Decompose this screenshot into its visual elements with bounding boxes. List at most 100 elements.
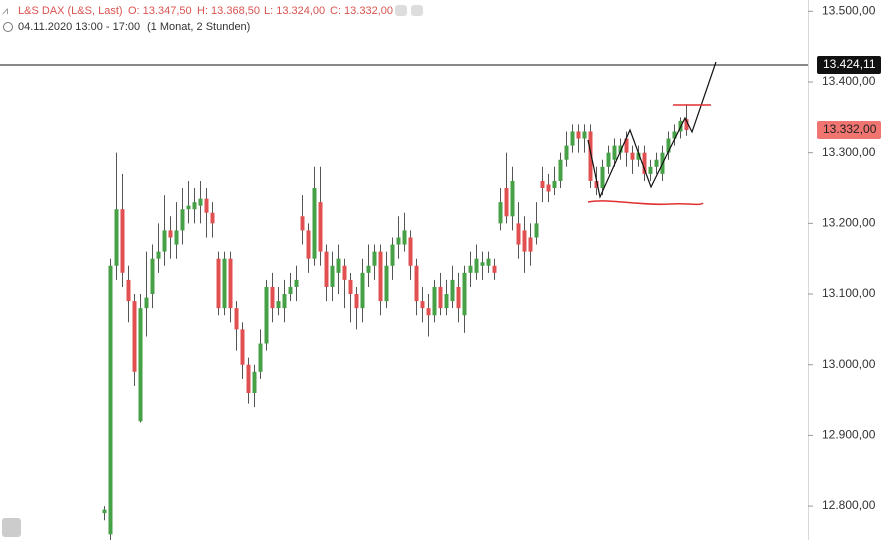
candle-body: [234, 308, 239, 330]
candle-body: [588, 131, 593, 181]
candle-body: [324, 251, 329, 287]
candle-body: [600, 166, 605, 189]
low-value: L: 13.324,00: [264, 5, 325, 17]
last-price-bg: [817, 121, 881, 140]
candle-body: [330, 265, 335, 287]
candle-body: [240, 329, 245, 365]
candle-body: [486, 258, 491, 266]
candle-body: [528, 237, 533, 252]
annotations: [587, 61, 717, 206]
candle-body: [150, 258, 155, 295]
price-label-bg: [817, 55, 881, 74]
candle-body: [294, 279, 299, 287]
y-tick-label: 13.000,00: [822, 357, 876, 371]
y-tick-label: 13.300,00: [822, 145, 876, 159]
candle-body: [132, 301, 137, 372]
candle-body: [534, 223, 539, 238]
candle-body: [354, 294, 359, 309]
candle-body: [516, 223, 521, 245]
plot: [102, 104, 689, 540]
y-tick-label: 12.900,00: [822, 428, 876, 442]
candle-body: [168, 230, 173, 238]
candle-body: [336, 258, 341, 273]
candle-body: [390, 244, 395, 266]
y-tick-label: 12.800,00: [822, 498, 876, 512]
candle-body: [582, 131, 587, 139]
candle-body: [396, 237, 401, 245]
candle-body: [102, 509, 107, 514]
candle-body: [414, 265, 419, 302]
candle-body: [348, 279, 353, 295]
zoom-button[interactable]: [2, 518, 21, 537]
candle-body: [468, 265, 473, 273]
candle-body: [270, 286, 275, 309]
candle-body: [360, 272, 365, 309]
candle-body: [156, 251, 161, 259]
candle-body: [264, 286, 269, 344]
candle-body: [126, 279, 131, 302]
candle-body: [192, 202, 197, 210]
candle-body: [144, 297, 149, 309]
candle-body: [648, 166, 653, 174]
candle-body: [456, 286, 461, 309]
candle-body: [630, 152, 635, 160]
candle-body: [366, 265, 371, 273]
candle-body: [684, 119, 689, 131]
y-tick-label: 13.100,00: [822, 286, 876, 300]
candle-body: [216, 258, 221, 309]
y-tick-label: 13.200,00: [822, 216, 876, 230]
candle-body: [288, 286, 293, 295]
candle-body: [312, 188, 317, 259]
period: 04.11.2020 13:00 - 17:00: [18, 21, 140, 33]
open-value: O: 13.347,50: [128, 5, 192, 17]
candle-body: [420, 301, 425, 309]
candle-body: [318, 202, 323, 252]
candle-body: [498, 202, 503, 224]
candle-body: [522, 230, 527, 252]
candle-body: [510, 180, 515, 217]
candle-body: [564, 145, 569, 160]
candle-body: [474, 258, 479, 273]
candle-body: [282, 294, 287, 309]
support-line: [587, 200, 704, 206]
settings-icon[interactable]: [411, 5, 423, 16]
candle-body: [546, 184, 551, 192]
candle-body: [228, 258, 233, 309]
candle-body: [570, 131, 575, 146]
high-value: H: 13.368,50: [197, 5, 260, 17]
pattern-line: [587, 61, 717, 199]
candle-body: [306, 230, 311, 259]
candle-body: [462, 272, 467, 316]
candle-body: [384, 265, 389, 302]
candle-body: [432, 286, 437, 316]
candle-body: [558, 159, 563, 181]
y-tick-label: 13.400,00: [822, 74, 876, 88]
candle-body: [606, 152, 611, 167]
candle-body: [108, 265, 113, 535]
eye-icon[interactable]: [395, 5, 407, 16]
candle-body: [540, 180, 545, 189]
candle-body: [204, 198, 209, 213]
candle-body: [210, 212, 215, 224]
instrument: L&S DAX (L&S, Last): [18, 5, 123, 17]
header-icons: ⩘: [2, 5, 423, 32]
candle-body: [162, 230, 167, 252]
candle-body: [138, 308, 143, 422]
candle-body: [300, 216, 305, 231]
candle-body: [624, 138, 629, 153]
candle-body: [444, 294, 449, 309]
candle-body: [252, 371, 257, 393]
candle-body: [672, 131, 677, 139]
candle-body: [576, 131, 581, 139]
price-label: 13.424,11: [823, 57, 876, 71]
candle-body: [222, 258, 227, 309]
candle-body: [246, 364, 251, 393]
candle-body: [114, 209, 119, 266]
candle-body: [636, 152, 641, 160]
candle-body: [258, 343, 263, 372]
candle-body: [504, 188, 509, 217]
candle-body: [408, 237, 413, 266]
candle-body: [618, 145, 623, 153]
